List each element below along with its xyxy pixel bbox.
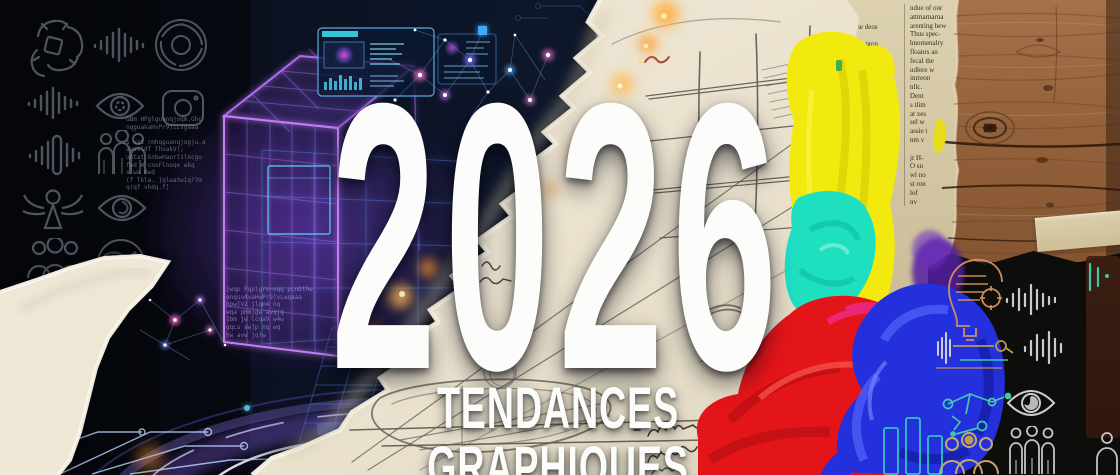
headline-year: 2026 [330, 26, 786, 450]
audio-waveform-icon [28, 134, 81, 176]
wood-plank [941, 0, 1120, 262]
winged-person-icon [22, 189, 84, 230]
audio-waveform-icon [1005, 283, 1056, 316]
network-nodes-icon [942, 392, 1012, 437]
person-icon [1096, 432, 1118, 475]
people-group-icon [939, 432, 999, 475]
neural-constellation [389, 28, 554, 119]
aperture-icon [155, 19, 207, 71]
paint-stroke-cyan [784, 190, 876, 319]
head-gear-icon [948, 259, 1003, 341]
hands-unity-icon [30, 19, 84, 78]
right-icon-panel [870, 240, 1120, 475]
newspaper-column: ndue of our attmarnarna arenting hew Thus s… [904, 4, 962, 207]
masking-tape [1034, 210, 1120, 252]
eye-icon [97, 194, 147, 222]
eye-icon [1006, 390, 1056, 416]
key-line-icon [936, 332, 1014, 369]
audio-waveform-icon [93, 27, 145, 63]
camera-frame-icon [162, 90, 204, 126]
paint-stroke-blue [820, 283, 1005, 475]
wood-shadow-strip [1086, 256, 1120, 438]
wood-knot [965, 111, 1015, 145]
fire-edge [136, 1, 679, 472]
pause-marks-icon [1088, 262, 1109, 292]
people-group-icon [98, 130, 146, 174]
eye-icon [95, 92, 145, 120]
holo-frame [267, 165, 331, 235]
code-overlay: }wqp Pqplgrv~oqq pcnDthw enqsu4xaHwPr9]vL… [226, 286, 313, 339]
audio-waveform-icon [27, 86, 79, 120]
bar-frames-icon [883, 417, 943, 475]
network-constellation [139, 296, 227, 361]
people-group-icon [1009, 426, 1055, 474]
headline-subtitle: TENDANCES GRAPHIQUES [427, 374, 689, 475]
audio-waveform-icon [1023, 330, 1063, 365]
